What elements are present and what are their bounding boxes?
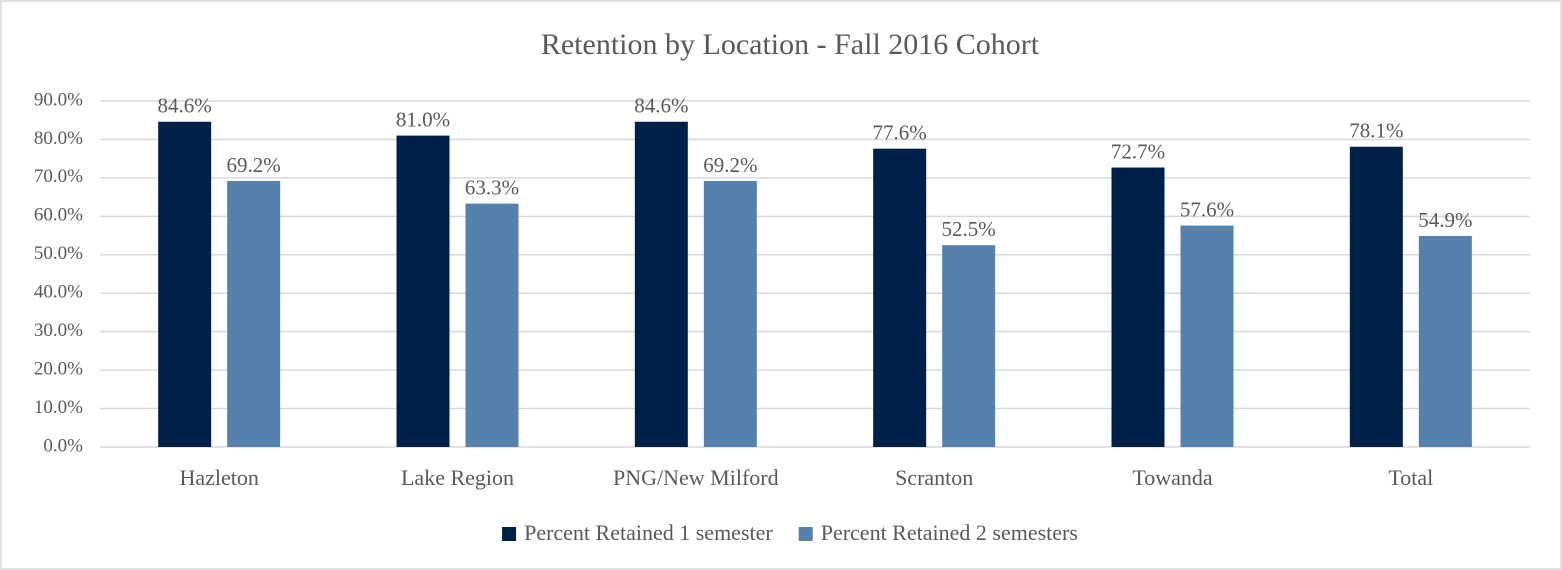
bar — [465, 203, 519, 447]
bar — [1111, 167, 1165, 447]
y-tick-label: 60.0% — [34, 205, 83, 226]
data-label: 77.6% — [873, 120, 927, 144]
legend-swatch — [502, 527, 517, 541]
x-tick-label: Scranton — [895, 465, 973, 490]
bar — [227, 180, 281, 447]
data-label: 78.1% — [1349, 119, 1403, 143]
data-label: 69.2% — [227, 153, 281, 177]
y-tick-label: 0.0% — [43, 435, 83, 456]
y-tick-label: 20.0% — [34, 358, 83, 379]
data-label: 69.2% — [703, 153, 757, 177]
data-label: 72.7% — [1111, 139, 1165, 163]
y-tick-label: 90.0% — [34, 89, 83, 110]
data-label: 81.0% — [396, 107, 450, 131]
y-tick-label: 80.0% — [34, 128, 83, 149]
y-tick-label: 30.0% — [34, 320, 83, 341]
bar — [1349, 146, 1403, 447]
data-label: 84.6% — [158, 94, 212, 118]
x-tick-label: Towanda — [1132, 465, 1213, 490]
bar — [703, 180, 757, 447]
x-tick-label: Total — [1388, 465, 1433, 490]
x-tick-label: PNG/New Milford — [613, 465, 779, 490]
data-label: 54.9% — [1418, 208, 1472, 232]
y-tick-label: 10.0% — [34, 397, 83, 418]
y-tick-label: 50.0% — [34, 243, 83, 264]
data-label: 57.6% — [1180, 197, 1234, 221]
bar — [1180, 225, 1234, 447]
chart-title: Retention by Location - Fall 2016 Cohort — [541, 28, 1040, 61]
data-label: 63.3% — [465, 175, 519, 199]
bar — [942, 245, 996, 447]
bar — [396, 135, 450, 447]
data-label: 84.6% — [634, 94, 688, 118]
y-tick-label: 70.0% — [34, 166, 83, 187]
legend-swatch — [798, 527, 813, 541]
bar — [158, 121, 212, 447]
y-tick-label: 40.0% — [34, 282, 83, 303]
bar — [873, 148, 927, 447]
data-label: 52.5% — [942, 217, 996, 241]
legend-label: Percent Retained 1 semester — [524, 520, 773, 545]
bar — [634, 121, 688, 447]
bar — [1418, 235, 1472, 447]
x-tick-label: Hazleton — [179, 465, 258, 490]
legend-label: Percent Retained 2 semesters — [821, 520, 1078, 545]
x-tick-label: Lake Region — [401, 465, 514, 490]
